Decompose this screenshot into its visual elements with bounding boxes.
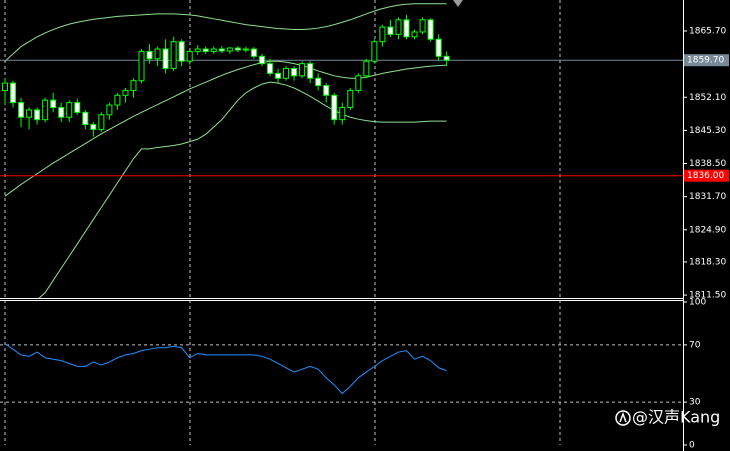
watermark: @汉声Kang	[632, 408, 720, 427]
y-tick-label: 1831.70	[689, 192, 726, 202]
candle-body	[226, 47, 233, 52]
candle-body	[435, 38, 442, 57]
y-tick-label: 70	[689, 340, 701, 350]
candle-body	[419, 19, 426, 33]
candle-body	[74, 102, 81, 113]
candle-body	[299, 63, 306, 77]
bollinger-band	[4, 60, 447, 197]
candle-body	[331, 94, 338, 121]
price-line-box	[684, 54, 729, 67]
candle-body	[411, 31, 418, 38]
rsi-line	[4, 343, 447, 395]
candle-body	[122, 89, 129, 96]
plot-area	[0, 301, 683, 445]
horizontal-line-box	[684, 169, 729, 182]
candle-body	[90, 124, 97, 130]
candle-body	[130, 80, 137, 91]
candle-body	[443, 55, 450, 61]
candle-body	[58, 106, 65, 118]
candle-body	[10, 82, 17, 104]
candle-body	[427, 19, 434, 40]
candle-body	[178, 41, 185, 62]
candle-body	[403, 19, 410, 38]
watermark-icon	[615, 410, 631, 426]
candle-body	[162, 48, 169, 70]
candle-body	[218, 48, 225, 52]
candle-body	[42, 99, 49, 121]
candle-body	[154, 48, 161, 60]
y-tick-label: 1865.70	[689, 26, 726, 36]
candle-body	[242, 48, 249, 51]
plot-area	[0, 0, 683, 298]
bollinger-band	[38, 81, 447, 298]
y-tick-label: 1845.30	[689, 126, 726, 136]
y-tick-label: 1838.50	[689, 159, 726, 169]
candle-body	[50, 99, 57, 108]
candle-body	[186, 50, 193, 62]
candle-body	[371, 41, 378, 62]
candle-body	[266, 63, 273, 74]
candle-body	[307, 63, 314, 79]
candle-body	[98, 114, 105, 130]
candle-body	[323, 85, 330, 96]
y-tick-label: 1811.50	[689, 291, 726, 301]
candle-body	[339, 106, 346, 121]
candle-body	[170, 41, 177, 70]
candle-body	[82, 111, 89, 126]
candle-body	[347, 89, 354, 108]
candle-body	[34, 109, 41, 121]
candle-body	[26, 109, 33, 118]
candle-body	[146, 50, 153, 60]
candle-body	[258, 55, 265, 65]
y-tick-label: 100	[689, 298, 706, 308]
candle-body	[114, 94, 121, 106]
y-tick-label: 30	[689, 398, 701, 408]
y-tick-label: 1818.30	[689, 257, 726, 267]
candle-body	[66, 102, 73, 118]
candle-body	[291, 68, 298, 77]
price-line-label: 1859.70	[687, 56, 724, 66]
bollinger-band	[4, 3, 447, 62]
candle-body	[138, 50, 145, 82]
candle-body	[387, 26, 394, 35]
y-tick-label: 1824.90	[689, 225, 726, 235]
candle-body	[379, 26, 386, 43]
candle-body	[2, 82, 8, 91]
candle-body	[315, 77, 322, 87]
y-tick-label: 0	[689, 441, 695, 451]
candle-body	[202, 48, 209, 52]
shift-marker	[453, 0, 463, 7]
candle-body	[18, 102, 25, 118]
candle-body	[275, 72, 282, 79]
candle-body	[363, 60, 370, 77]
candle-body	[395, 19, 402, 35]
candle-body	[234, 47, 241, 51]
y-tick-label: 1852.10	[689, 93, 726, 103]
candle-body	[106, 104, 113, 116]
candle-body	[194, 48, 201, 52]
candle-body	[250, 48, 257, 57]
candle-body	[355, 75, 362, 91]
horizontal-line-label: 1836.00	[687, 171, 724, 181]
candle-body	[210, 48, 217, 52]
candle-body	[283, 68, 290, 79]
